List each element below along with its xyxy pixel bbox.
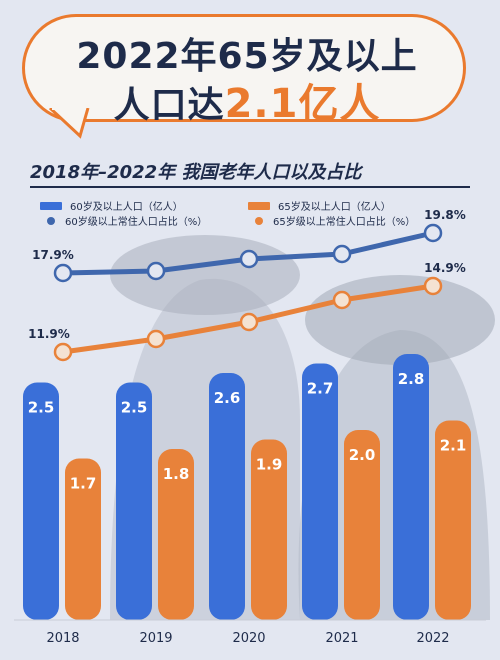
bar-value-label-60plus: 2.5: [121, 399, 148, 417]
bar-value-label-65plus: 1.9: [256, 456, 283, 474]
data-label-60plus-last: 19.8%: [424, 208, 466, 222]
bar-65plus: [158, 449, 194, 620]
x-tick-label: 2018: [46, 631, 79, 646]
x-tick-label: 2022: [416, 631, 449, 646]
point-65plus-share: [332, 290, 352, 310]
legend-item-series-3: 60岁级以上常住人口占比（%）: [40, 213, 207, 228]
x-tick-label: 2021: [325, 631, 358, 646]
headline-line-2: 人口达2.1亿人: [25, 71, 469, 129]
point-60plus-share: [423, 223, 443, 243]
bar-60plus: [23, 382, 59, 620]
legend-label: 65岁及以上人口（亿人）: [278, 202, 391, 213]
legend-swatch-orange: [248, 201, 270, 210]
legend-item-series-4: 65岁级以上常住人口占比（%）: [248, 213, 415, 228]
bar-value-label-65plus: 2.1: [440, 437, 467, 455]
point-60plus-share: [239, 249, 259, 269]
bubble-tail: [48, 108, 90, 139]
bar-60plus: [393, 354, 429, 620]
bar-60plus: [209, 373, 245, 620]
legend-item-series-2: 65岁及以上人口（亿人）: [248, 198, 391, 213]
point-60plus-share: [53, 263, 73, 283]
legend-label: 60岁级以上常住人口占比（%）: [65, 217, 208, 228]
point-65plus-share: [423, 276, 443, 296]
legend-label: 60岁及以上人口（亿人）: [70, 202, 183, 213]
bar-value-label-65plus: 1.8: [163, 465, 190, 483]
bar-value-label-60plus: 2.6: [214, 389, 241, 407]
bar-value-label-60plus: 2.5: [28, 399, 55, 417]
headline-highlight: 2.1亿人: [224, 81, 381, 127]
bar-60plus: [116, 382, 152, 620]
legend-dot-blue: [47, 216, 55, 225]
point-65plus-share: [53, 342, 73, 362]
point-65plus-share: [146, 329, 166, 349]
point-60plus-share: [332, 244, 352, 264]
bar-65plus: [65, 458, 101, 620]
bar-value-label-65plus: 2.0: [349, 446, 376, 464]
bar-value-label-60plus: 2.8: [398, 370, 425, 388]
legend-swatch-blue: [40, 201, 62, 210]
bar-65plus: [344, 430, 380, 620]
point-60plus-share: [146, 261, 166, 281]
data-label-60plus-first: 17.9%: [32, 248, 74, 262]
chart-title: 2018年–2022年 我国老年人口以及占比: [30, 162, 362, 183]
x-tick-label: 2019: [139, 631, 172, 646]
title-underline: [30, 186, 470, 188]
bar-value-label-60plus: 2.7: [307, 380, 334, 398]
bar-65plus: [435, 420, 471, 620]
headline-prefix: 人口达: [113, 85, 225, 126]
headline-line-1: 2022年65岁及以上: [76, 36, 418, 77]
bar-value-label-65plus: 1.7: [70, 475, 97, 493]
bar-65plus: [251, 439, 287, 620]
silhouette-hat-left: [110, 235, 300, 315]
bar-60plus: [302, 363, 338, 620]
x-tick-label: 2020: [232, 631, 265, 646]
point-65plus-share: [239, 312, 259, 332]
data-label-65plus-last: 14.9%: [424, 261, 466, 275]
data-label-65plus-first: 11.9%: [28, 327, 70, 341]
legend-dot-orange: [255, 216, 263, 225]
headline-bubble: 2022年65岁及以上 人口达2.1亿人: [22, 14, 466, 127]
silhouette-hat-right: [305, 275, 495, 365]
legend-item-series-1: 60岁及以上人口（亿人）: [40, 198, 183, 213]
legend-label: 65岁级以上常住人口占比（%）: [273, 217, 416, 228]
